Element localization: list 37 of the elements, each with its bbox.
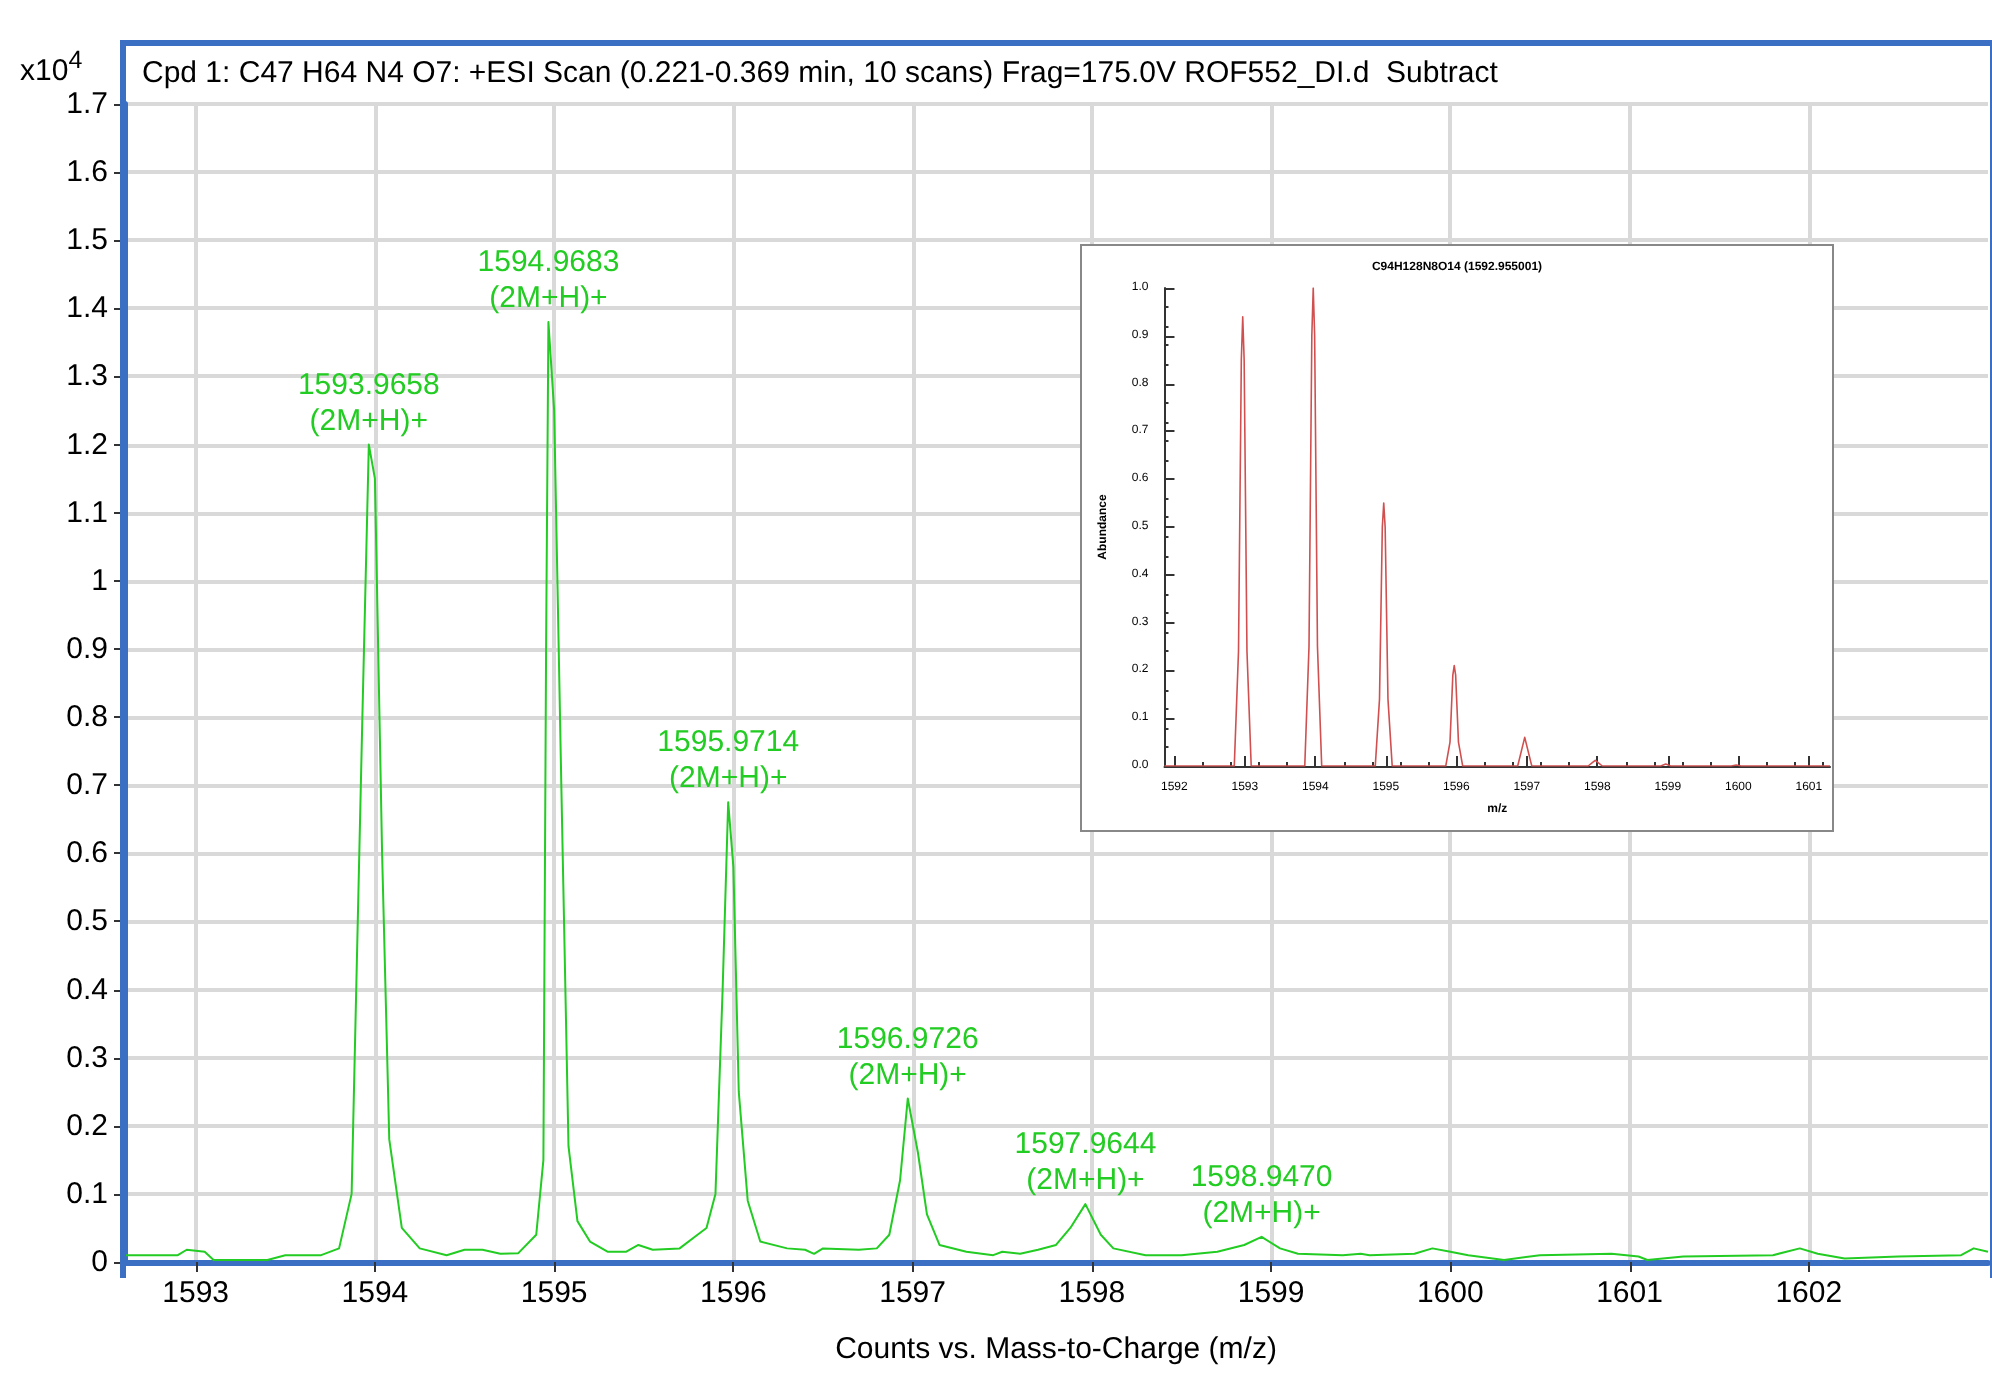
y-tick-label: 0.3 <box>66 1040 108 1075</box>
y-axis-title: x10$^{4}$ <box>20 46 83 88</box>
y-tick-label: 0.7 <box>66 768 108 803</box>
y-tick-label: 1.2 <box>66 427 108 462</box>
x-tick-label: 1601 <box>1596 1276 1663 1310</box>
x-axis-title: Counts vs. Mass-to-Charge (m/z) <box>835 1332 1277 1366</box>
y-tick-label: 1.5 <box>66 223 108 258</box>
y-tick-label: 0.2 <box>66 1108 108 1143</box>
y-tick-label: 0.5 <box>66 904 108 939</box>
y-tick-label: 0.9 <box>66 631 108 666</box>
y-tick-label: 0.8 <box>66 700 108 735</box>
y-tick-label: 1.1 <box>66 495 108 530</box>
x-tick-label: 1597 <box>879 1276 946 1310</box>
annotation: 1594.9683 (2M+H)+ <box>477 244 620 315</box>
annotation: 1597.9644 (2M+H)+ <box>1014 1127 1157 1198</box>
annotation: 1598.9470 (2M+H)+ <box>1190 1159 1333 1230</box>
y-tick-label: 0.6 <box>66 836 108 871</box>
y-tick-label: 0 <box>91 1245 108 1279</box>
annotation: 1596.9726 (2M+H)+ <box>836 1021 979 1092</box>
x-tick-label: 1599 <box>1237 1276 1305 1310</box>
y-tick-label: 1.6 <box>66 155 108 190</box>
chart-title: Cpd 1: C47 H64 N4 O7: +ESI Scan (0.221-0.369 min, 10 scans) Frag=175.0V ROF552_DI.d Subtract <box>142 56 1500 90</box>
y-tick-label: 0.1 <box>66 1176 108 1211</box>
annotation: 1595.9714 (2M+H)+ <box>657 725 800 796</box>
annotation: 1593.9658 (2M+H)+ <box>297 367 440 438</box>
y-tick-label: 1.7 <box>66 87 108 121</box>
y-tick-label: 1.3 <box>66 359 108 394</box>
y-tick-label: 1.4 <box>66 291 108 326</box>
x-tick-label: 1593 <box>162 1276 230 1310</box>
x-tick-label: 1600 <box>1416 1276 1484 1310</box>
y-tick-label: 0.4 <box>66 972 108 1007</box>
x-tick-label: 1595 <box>520 1276 588 1310</box>
x-tick-label: 1594 <box>341 1276 409 1310</box>
x-tick-label: 1596 <box>700 1276 767 1310</box>
x-tick-label: 1602 <box>1775 1276 1843 1310</box>
y-tick-label: 1 <box>91 563 108 598</box>
x-tick-label: 1598 <box>1058 1276 1126 1310</box>
